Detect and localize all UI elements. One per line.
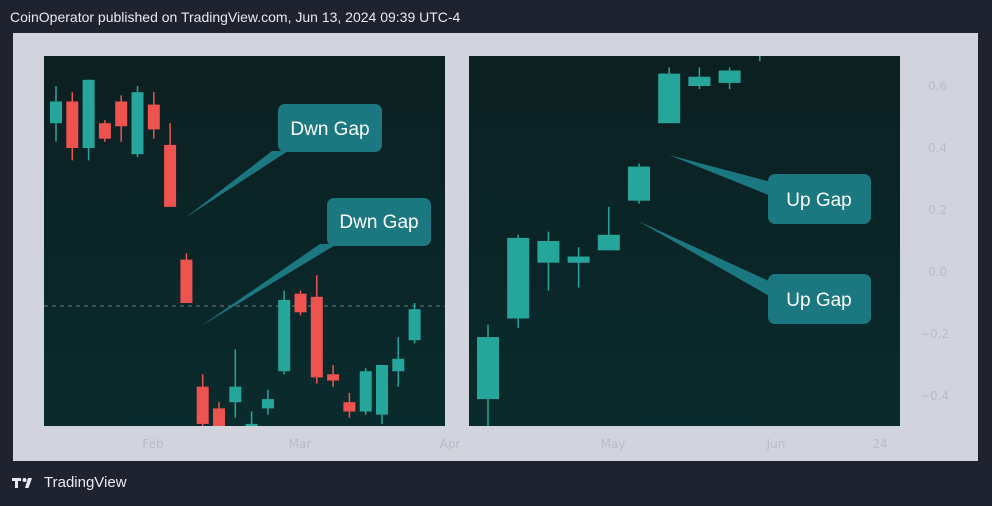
- callout-up-gap-1: Up Gap: [669, 155, 871, 224]
- candle-body: [147, 104, 160, 130]
- x-tick-label: Mar: [289, 437, 312, 451]
- right-panel: [469, 56, 900, 426]
- candle-body: [597, 234, 620, 251]
- callout-label: Up Gap: [786, 190, 851, 211]
- candle-body: [294, 293, 307, 313]
- candle-body: [245, 423, 258, 426]
- candle-body: [327, 374, 340, 381]
- candle-body: [278, 299, 291, 372]
- y-axis: 0.6 0.4 0.2 0.0 −0.2 −0.4: [920, 79, 949, 403]
- candle-body: [229, 386, 242, 403]
- tradingview-logo-icon[interactable]: [12, 476, 38, 490]
- candle-body: [537, 241, 560, 263]
- candle-body: [115, 101, 128, 127]
- candle-body: [98, 123, 111, 139]
- callout-label: Dwn Gap: [339, 212, 418, 233]
- y-tick-label: 0.6: [928, 79, 947, 93]
- candle-body: [50, 101, 62, 124]
- candle-body: [261, 399, 274, 409]
- candle-body: [164, 144, 177, 207]
- candle-body: [180, 259, 193, 303]
- x-axis: Feb Mar Apr May Jun 24: [142, 437, 887, 451]
- y-tick-label: 0.2: [928, 203, 947, 217]
- right-candles: [477, 43, 771, 426]
- candle-body: [82, 79, 95, 148]
- callout-up-gap-2: Up Gap: [638, 221, 871, 324]
- candle-body: [213, 408, 225, 426]
- candle-body: [688, 76, 711, 86]
- publish-header: CoinOperator published on TradingView.co…: [10, 9, 461, 25]
- candle-body: [718, 70, 741, 83]
- candle-body: [567, 256, 590, 263]
- y-tick-label: −0.4: [920, 389, 949, 403]
- y-tick-label: 0.0: [928, 265, 947, 279]
- callout-label: Dwn Gap: [290, 119, 369, 140]
- candle-body: [507, 237, 530, 319]
- candle-body: [376, 365, 388, 415]
- candle-body: [196, 386, 209, 424]
- callout-dwn-gap-2: Dwn Gap: [201, 198, 431, 326]
- candle-body: [658, 73, 681, 124]
- footer: TradingView: [12, 474, 127, 491]
- candle-body: [310, 296, 323, 378]
- x-tick-label: Jun: [766, 437, 786, 451]
- brand-name[interactable]: TradingView: [44, 474, 127, 491]
- y-tick-label: −0.2: [920, 327, 949, 341]
- x-tick-label: 24: [872, 437, 887, 451]
- callout-dwn-gap-1: Dwn Gap: [185, 104, 382, 218]
- y-tick-label: 0.4: [928, 141, 947, 155]
- x-tick-label: Feb: [142, 437, 163, 451]
- candle-body: [343, 402, 356, 412]
- x-tick-label: May: [601, 437, 626, 451]
- candle-body: [66, 101, 79, 148]
- candle-body: [392, 358, 405, 372]
- x-tick-label: Apr: [440, 437, 461, 451]
- left-candles: [50, 79, 421, 426]
- candle-body: [477, 337, 499, 400]
- candle-body: [359, 371, 372, 412]
- candle-body: [749, 43, 771, 52]
- candle-body: [628, 166, 650, 201]
- candle-body: [408, 309, 421, 341]
- callout-label: Up Gap: [786, 290, 851, 311]
- candle-body: [131, 92, 144, 155]
